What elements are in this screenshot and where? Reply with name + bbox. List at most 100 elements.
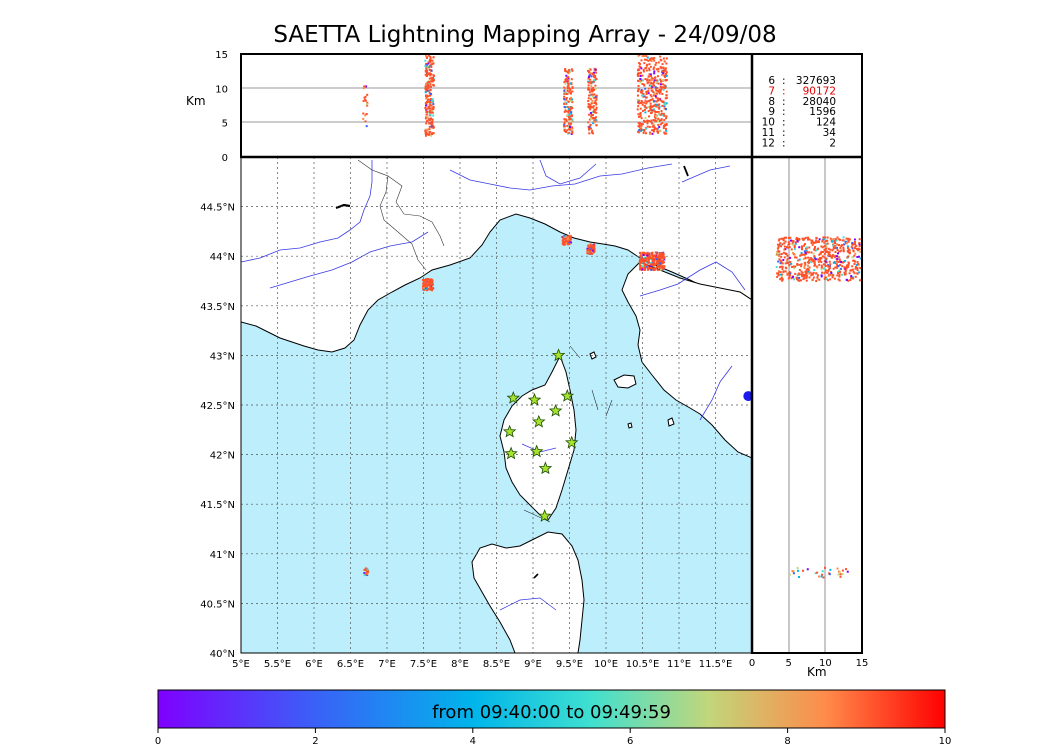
station-star-icon — [564, 435, 579, 449]
lightning-source-point — [594, 99, 597, 102]
lightning-source-point — [852, 256, 855, 259]
lightning-source-point — [665, 132, 668, 135]
lightning-source-point — [643, 62, 646, 65]
lightning-source-point — [594, 71, 597, 74]
lightning-source-point — [664, 124, 667, 127]
lightning-source-point — [591, 95, 594, 98]
lightning-source-point — [839, 270, 842, 273]
lightning-source-point — [563, 81, 566, 84]
lightning-source-point — [813, 257, 816, 260]
lightning-source-point — [428, 110, 431, 113]
lightning-source-point — [431, 118, 434, 121]
lightning-source-point — [427, 54, 430, 57]
lon-tick-label: 10.5°E — [626, 659, 660, 670]
lightning-source-point — [655, 115, 658, 118]
lightning-source-point — [588, 70, 591, 73]
lightning-source-point — [422, 282, 425, 285]
lightning-source-point — [793, 278, 796, 281]
lightning-source-point — [808, 276, 811, 279]
lightning-source-point — [646, 78, 649, 81]
lightning-source-point — [647, 75, 650, 78]
lightning-source-point — [663, 107, 666, 110]
lightning-source-point — [424, 128, 427, 131]
lightning-source-point — [593, 74, 596, 77]
lightning-source-point — [852, 277, 855, 280]
lightning-source-point — [792, 241, 795, 244]
lightning-source-point — [832, 247, 835, 250]
lightning-source-point — [841, 569, 844, 572]
lightning-source-point — [658, 107, 661, 110]
lightning-source-point — [425, 101, 428, 104]
lightning-source-point — [566, 238, 569, 241]
lightning-source-point — [788, 242, 791, 245]
lightning-source-point — [854, 245, 857, 248]
lightning-source-point — [659, 123, 662, 126]
italy-border — [387, 175, 445, 247]
lightning-source-point — [593, 117, 596, 120]
lightning-source-point — [832, 244, 835, 247]
lightning-source-point — [564, 238, 567, 241]
lightning-source-point — [783, 242, 786, 245]
lightning-source-point — [425, 88, 428, 91]
colorbar-ticks: 0 2 4 6 8 10 — [155, 728, 951, 747]
lightning-source-point — [807, 270, 810, 273]
lightning-source-point — [567, 114, 570, 117]
lightning-source-point — [780, 255, 783, 258]
lightning-source-point — [587, 126, 590, 129]
lightning-source-point — [427, 118, 430, 121]
lightning-source-point — [781, 267, 784, 270]
lightning-sources-altitude-lon — [362, 54, 668, 137]
lightning-source-point — [656, 264, 659, 267]
lightning-source-point — [649, 107, 652, 110]
lightning-source-point — [566, 71, 569, 74]
lightning-source-point — [642, 70, 645, 73]
lightning-source-point — [643, 83, 646, 86]
lightning-source-point — [661, 262, 664, 265]
lightning-source-point — [428, 128, 431, 131]
lightning-source-point — [594, 74, 597, 77]
lightning-source-point — [566, 89, 569, 92]
lightning-source-point — [641, 79, 644, 82]
lightning-source-point — [661, 63, 664, 66]
lightning-source-point — [654, 86, 657, 89]
lightning-source-point — [798, 258, 801, 261]
lightning-source-point — [649, 265, 652, 268]
lightning-source-point — [430, 123, 433, 126]
lightning-source-point — [657, 75, 660, 78]
lightning-source-point — [590, 88, 593, 91]
lightning-source-point — [845, 267, 848, 270]
lightning-source-point — [659, 83, 662, 86]
lightning-source-point — [589, 73, 592, 76]
lightning-source-point — [432, 124, 435, 127]
lightning-source-point — [424, 70, 427, 73]
count-separator: : — [782, 117, 786, 129]
lightning-source-point — [649, 106, 652, 109]
lightning-source-point — [845, 568, 848, 571]
lightning-source-point — [644, 259, 647, 262]
lat-tick-label: 41.5°N — [200, 500, 235, 511]
lightning-source-point — [657, 70, 660, 73]
lightning-source-point — [589, 112, 592, 115]
lightning-source-point — [800, 265, 803, 268]
lightning-source-point — [782, 237, 785, 240]
lightning-source-point — [366, 93, 369, 96]
lightning-source-point — [639, 261, 642, 264]
lightning-source-point — [776, 272, 779, 275]
lightning-source-point — [828, 260, 831, 263]
lightning-source-point — [645, 96, 648, 99]
lightning-source-point — [847, 264, 850, 267]
colorbar-tick-label: 6 — [627, 736, 633, 747]
lightning-source-point — [856, 269, 859, 272]
lightning-source-point — [781, 278, 784, 281]
lightning-source-point — [662, 112, 665, 115]
lightning-source-point — [798, 268, 801, 271]
lightning-source-point — [569, 241, 572, 244]
lightning-source-point — [571, 98, 574, 101]
lightning-source-point — [830, 270, 833, 273]
lightning-source-point — [810, 261, 813, 264]
lightning-source-point — [829, 248, 832, 251]
lightning-source-point — [658, 265, 661, 268]
lightning-source-point — [588, 91, 591, 94]
count-label: 12 — [762, 137, 775, 149]
lightning-source-point — [656, 251, 659, 254]
